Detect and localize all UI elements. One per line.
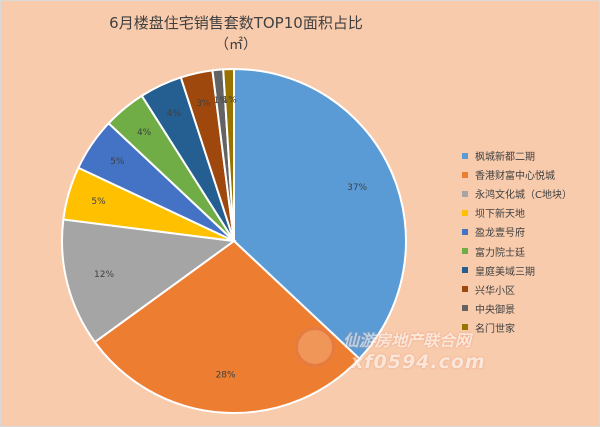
data-label-4: 5% (91, 197, 106, 207)
legend-swatch (462, 305, 468, 312)
legend-label: 香港财富中心悦城 (475, 171, 555, 183)
watermark-url: xf0594.com (351, 351, 486, 373)
legend-item: 皇庭美域三期 (462, 261, 597, 280)
legend-label: 盈龙壹号府 (475, 228, 525, 240)
watermark-text: 仙游房地产联合网 (343, 331, 472, 350)
data-label-8: 3% (196, 99, 211, 109)
legend-swatch (462, 228, 468, 235)
data-label-6: 4% (137, 128, 152, 138)
legend-item: 名门世家 (462, 318, 597, 337)
legend-label: 名门世家 (475, 323, 515, 335)
watermark-logo-icon (295, 327, 335, 367)
legend-item: 枫城新都二期 (462, 146, 597, 165)
data-label-10: 1% (222, 96, 237, 106)
pie-slice-10 (222, 67, 235, 242)
legend-item: 永鸿文化城（C地块） (462, 184, 597, 203)
legend-label: 枫城新都二期 (475, 152, 535, 164)
legend-label: 富力院士廷 (475, 247, 525, 259)
chart-title: 6月楼盘住宅销售套数TOP10面积占比 (109, 14, 363, 32)
pie-slice-1 (233, 67, 407, 361)
data-label-1: 37% (347, 183, 367, 193)
legend-label: 永鸿文化城（C地块） (475, 190, 572, 202)
pie-slice-2 (93, 239, 361, 414)
legend-swatch (462, 267, 468, 274)
legend-item: 富力院士廷 (462, 241, 597, 260)
pie-slices (61, 67, 407, 414)
pie-slice-3 (61, 218, 237, 344)
pie-data-labels: 37%28%12%5%5%4%4%3% 1%1% (91, 96, 367, 381)
data-label-9: 1% (214, 96, 229, 106)
chart-subtitle: （㎡） (215, 37, 257, 53)
legend-item: 中央御景 (462, 299, 597, 318)
legend-item: 香港财富中心悦城 (462, 165, 597, 184)
legend-swatch (462, 324, 468, 331)
legend-label: 中央御景 (475, 304, 515, 316)
legend-item: 兴华小区 (462, 280, 597, 299)
chart-legend: 枫城新都二期香港财富中心悦城永鸿文化城（C地块） 坝下新天地盈龙壹号府富力院士廷皇… (462, 146, 597, 337)
legend-swatch (462, 209, 468, 216)
legend-label: 兴华小区 (475, 285, 515, 297)
legend-label: 坝下新天地 (475, 209, 525, 221)
data-label-3: 12% (94, 270, 114, 280)
legend-swatch (462, 248, 468, 255)
legend-item: 盈龙壹号府 (462, 222, 597, 241)
watermark: 仙游房地产联合网 xf0594.com (291, 321, 511, 381)
legend-swatch (462, 152, 468, 159)
legend-swatch (462, 286, 468, 293)
data-label-7: 4% (167, 109, 182, 119)
data-label-2: 28% (216, 370, 236, 380)
legend-swatch (462, 171, 468, 178)
legend-item: 坝下新天地 (462, 203, 597, 222)
data-label-5: 5% (110, 157, 125, 167)
legend-swatch (462, 190, 468, 197)
legend-label: 皇庭美域三期 (475, 266, 535, 278)
